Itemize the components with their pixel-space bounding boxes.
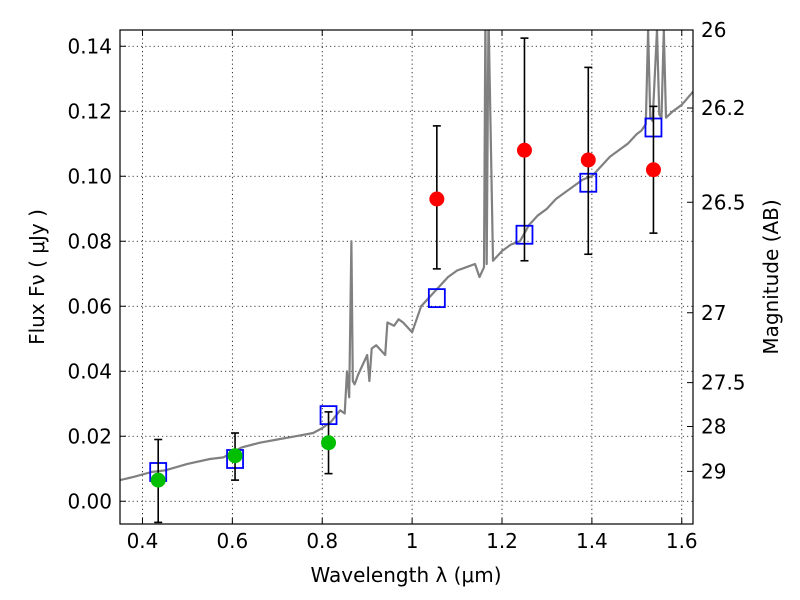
y2-tick-label: 29 <box>701 459 726 483</box>
y-axis-title: Flux Fν ( μJy ) <box>25 209 49 345</box>
observed-flux-point <box>516 142 532 158</box>
y-tick-label: 0.14 <box>67 34 112 58</box>
y2-tick-label: 27.5 <box>701 371 746 395</box>
spectrum-layer <box>120 30 693 482</box>
y2-tick-label: 27 <box>701 301 726 325</box>
x-tick-label: 1.6 <box>666 529 698 553</box>
y2-tick-label: 26.2 <box>701 96 746 120</box>
observed-flux-point <box>227 448 243 464</box>
y-tick-label: 0.02 <box>67 424 112 448</box>
y-tick-label: 0.00 <box>67 489 112 513</box>
y2-tick-label: 26 <box>701 18 726 42</box>
observed-flux-point <box>150 472 166 488</box>
x-tick-label: 1.2 <box>486 529 518 553</box>
model-spectrum-line <box>120 30 693 482</box>
observed-flux-point <box>645 162 661 178</box>
observed-flux-point <box>429 191 445 207</box>
x-tick-label: 0.4 <box>127 529 159 553</box>
y-tick-label: 0.10 <box>67 164 112 188</box>
y-tick-label: 0.12 <box>67 99 112 123</box>
x-tick-label: 0.8 <box>306 529 338 553</box>
plot-frame <box>119 29 694 525</box>
x-axis-title: Wavelength λ (μm) <box>310 563 501 587</box>
model-photometry-point <box>427 288 446 309</box>
y2-axis-title: Magnitude (AB) <box>759 199 783 354</box>
y-tick-label: 0.04 <box>67 359 112 383</box>
observed-flux-point <box>580 152 596 168</box>
y2-tick-label: 26.5 <box>701 190 746 214</box>
y2-tick-label: 28 <box>701 415 726 439</box>
x-tick-label: 1.4 <box>576 529 608 553</box>
x-tick-label: 0.6 <box>216 529 248 553</box>
grid-layer <box>120 30 693 524</box>
ticks-layer: 0.4 0.6 0.8 1 1.2 1.4 1.6 0.00 0.02 0.04 0.06 0.08 0… <box>67 18 745 553</box>
x-tick-label: 1 <box>406 529 419 553</box>
y-tick-label: 0.06 <box>67 294 112 318</box>
y-tick-label: 0.08 <box>67 229 112 253</box>
points-layer <box>149 37 663 524</box>
observed-flux-point <box>321 435 337 451</box>
